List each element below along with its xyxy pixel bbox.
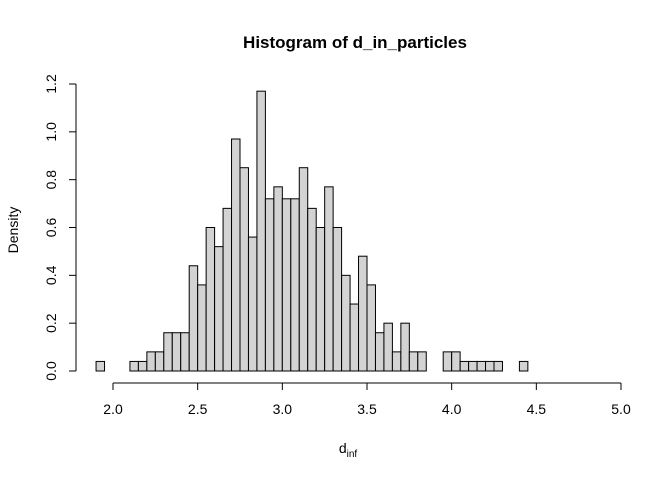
histogram-bar: [349, 303, 360, 372]
histogram-bar: [188, 265, 199, 372]
histogram-bar: [273, 186, 283, 372]
histogram-bar: [417, 351, 427, 372]
x-tick-label: 3.5: [357, 401, 377, 417]
histogram-bar: [256, 90, 266, 372]
histogram-bar: [518, 360, 529, 372]
histogram-bar: [383, 322, 393, 372]
histogram-bar: [442, 351, 453, 372]
histogram-bar: [222, 207, 233, 372]
y-tick-label: 1.0: [43, 122, 59, 142]
histogram-bar: [451, 351, 461, 372]
histogram-bar: [281, 198, 292, 372]
histogram-bar: [366, 284, 376, 372]
histogram-bar: [239, 167, 249, 372]
histogram-bar: [205, 227, 216, 372]
histogram-bar: [290, 198, 300, 372]
chart-title: Histogram of d_in_particles: [243, 33, 467, 52]
histogram-bar: [298, 167, 309, 372]
histogram-bar: [391, 351, 402, 372]
y-tick-label: 0.0: [43, 361, 59, 381]
x-axis-label: dinf: [339, 440, 358, 460]
x-tick-label: 5.0: [611, 401, 631, 417]
histogram-bar: [264, 198, 275, 372]
y-tick-label: 0.2: [43, 313, 59, 333]
histogram-bar: [341, 274, 351, 372]
histogram-bar: [315, 227, 326, 372]
x-tick-label: 4.5: [527, 401, 547, 417]
histogram-bar: [197, 284, 207, 372]
y-tick-label: 0.6: [43, 218, 59, 238]
histogram-bar: [154, 351, 165, 372]
y-tick-label: 0.4: [43, 265, 59, 285]
histogram-bar: [231, 138, 241, 372]
histogram-bar: [171, 332, 182, 372]
x-tick-label: 2.0: [103, 401, 123, 417]
x-axis-label-subscript: inf: [347, 449, 358, 460]
histogram-bar: [146, 351, 156, 372]
y-tick-label: 1.2: [43, 74, 59, 94]
histogram-bar: [247, 236, 258, 372]
histogram-bar: [324, 186, 334, 372]
histogram-bars: [95, 90, 529, 372]
histogram-bar: [358, 255, 368, 372]
histogram-bar: [374, 332, 385, 372]
y-axis: 0.0 0.2 0.4 0.6 0.8 1.0 1.2: [43, 74, 77, 381]
histogram-bar: [400, 322, 410, 372]
histogram-bar: [307, 207, 317, 372]
histogram-bar: [332, 227, 343, 372]
histogram-bar: [408, 351, 419, 372]
histogram-bar: [95, 360, 106, 372]
x-tick-label: 4.0: [442, 401, 462, 417]
y-axis-label: Density: [5, 207, 21, 254]
x-tick-label: 3.0: [273, 401, 293, 417]
histogram-bar: [163, 332, 173, 372]
x-tick-label: 2.5: [188, 401, 208, 417]
histogram-bar: [493, 360, 503, 372]
histogram-bar: [129, 360, 139, 372]
x-axis: 2.0 2.5 3.0 3.5 4.0 4.5 5.0: [103, 382, 631, 417]
histogram-bar: [214, 246, 224, 372]
x-axis-label-main: d: [339, 440, 347, 456]
histogram-bar: [137, 360, 148, 372]
histogram-bar: [468, 360, 478, 372]
histogram-bar: [476, 360, 487, 372]
histogram-bar: [485, 360, 495, 372]
histogram-bar: [180, 332, 190, 372]
histogram-bar: [459, 360, 470, 372]
y-tick-label: 0.8: [43, 170, 59, 190]
